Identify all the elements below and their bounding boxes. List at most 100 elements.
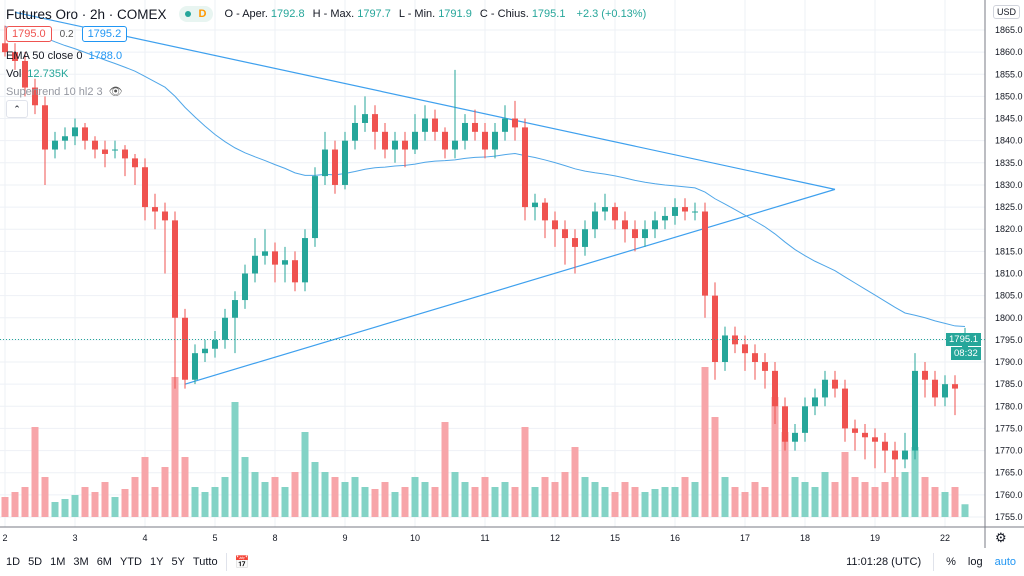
candle-body (602, 207, 608, 212)
time-tick: 19 (870, 533, 880, 543)
goto-date-icon[interactable]: 📅 (234, 555, 250, 569)
range-5y[interactable]: 5Y (171, 556, 185, 568)
price-chart[interactable]: 1865.01860.01855.01850.01845.01840.01835… (0, 0, 1024, 548)
percent-toggle[interactable]: % (946, 556, 956, 568)
ema-legend[interactable]: EMA 50 close 0 1788.0 (6, 50, 122, 62)
volume-bar (101, 482, 109, 517)
range-3m[interactable]: 3M (73, 556, 89, 568)
supertrend-legend[interactable]: Supertrend 10 hl2 3 👁 (6, 85, 123, 99)
volume-bar (1, 497, 9, 517)
volume-bar (241, 457, 249, 517)
range-ytd[interactable]: YTD (119, 556, 142, 568)
candle-body (152, 207, 158, 212)
candle-body (532, 202, 538, 208)
candle-body (42, 105, 48, 150)
volume-bar (301, 432, 309, 517)
volume-bar (41, 477, 49, 517)
candle-body (272, 251, 278, 265)
low-label: L - Min. (398, 8, 436, 20)
range-1m[interactable]: 1M (50, 556, 66, 568)
price-tick: 1830.0 (995, 180, 1023, 190)
volume-bar (451, 472, 459, 517)
range-5d[interactable]: 5D (28, 556, 43, 568)
clock[interactable]: 11:01:28 (UTC) (846, 556, 922, 568)
volume-bar (501, 482, 509, 517)
candle-body (482, 131, 488, 150)
volume-bar (261, 482, 269, 517)
price-tick: 1805.0 (995, 291, 1023, 301)
price-tick: 1780.0 (995, 401, 1023, 411)
volume-bar (251, 472, 259, 517)
candle-body (742, 344, 748, 354)
candle-body (262, 251, 268, 256)
hidden-eye-icon[interactable]: 👁 (108, 86, 123, 98)
change-value: +2.3 (+0.13%) (576, 8, 647, 20)
volume-bar (531, 487, 539, 517)
time-tick: 8 (272, 533, 277, 543)
volume-bar (201, 492, 209, 517)
candle-body (212, 339, 218, 349)
chart-header: Futures Oro · 2h · COMEX D O - Aper. 1792… (6, 6, 651, 22)
market-status-badge[interactable]: D (178, 6, 213, 22)
candle-body (592, 211, 598, 230)
candle-body (32, 87, 38, 106)
range-tutto[interactable]: Tutto (192, 556, 218, 568)
candle-body (442, 131, 448, 150)
delay-letter: D (198, 8, 207, 20)
volume-bar (591, 482, 599, 517)
price-tick: 1845.0 (995, 114, 1023, 124)
candle-body (562, 229, 568, 239)
low-value: 1791.9 (438, 8, 472, 20)
volume-bar (961, 504, 969, 517)
candle-body (82, 127, 88, 141)
volume-bar (851, 477, 859, 517)
volume-bar (861, 482, 869, 517)
last-price-tag: 1795.1 (946, 333, 982, 346)
candle-body (402, 140, 408, 150)
candle-body (132, 158, 138, 168)
volume-bar (641, 492, 649, 517)
candle-body (952, 384, 958, 389)
volume-bar (661, 487, 669, 517)
price-tick: 1755.0 (995, 512, 1023, 522)
buy-button[interactable]: 1795.2 (81, 26, 128, 42)
sell-button[interactable]: 1795.0 (6, 26, 52, 42)
volume-legend[interactable]: Vol 12.735K (6, 68, 68, 80)
candle-body (452, 140, 458, 150)
volume-bar (571, 447, 579, 517)
volume-bar (141, 457, 149, 517)
range-1y[interactable]: 1Y (149, 556, 164, 568)
volume-bar (31, 427, 39, 517)
high-value: 1797.7 (357, 8, 391, 20)
candle-body (612, 207, 618, 221)
volume-bar (51, 502, 59, 517)
candle-body (342, 140, 348, 185)
auto-toggle[interactable]: auto (994, 556, 1016, 568)
time-tick: 2 (2, 533, 7, 543)
candle-body (662, 215, 668, 221)
price-tick: 1800.0 (995, 313, 1023, 323)
collapse-legend-button[interactable]: ⌃ (6, 100, 28, 118)
volume-bar (271, 477, 279, 517)
time-tick: 12 (550, 533, 560, 543)
trade-buttons: 1795.0 0.2 1795.2 (6, 26, 128, 42)
settings-gear-icon[interactable]: ⚙ (995, 530, 1007, 545)
currency-label[interactable]: USD (993, 5, 1021, 19)
range-6m[interactable]: 6M (96, 556, 112, 568)
volume-bar (161, 467, 169, 517)
range-1d[interactable]: 1D (6, 556, 21, 568)
volume-bar (471, 487, 479, 517)
volume-bar (281, 487, 289, 517)
ema-label: EMA 50 close 0 (6, 50, 83, 62)
candle-body (682, 207, 688, 212)
volume-bar (821, 472, 829, 517)
candle-body (232, 300, 238, 318)
symbol-title[interactable]: Futures Oro · 2h · COMEX (6, 6, 167, 22)
vol-value: 12.735K (27, 68, 69, 80)
candle-body (422, 118, 428, 132)
candle-body (432, 118, 438, 132)
log-toggle[interactable]: log (967, 556, 983, 568)
time-tick: 4 (142, 533, 147, 543)
price-tick: 1850.0 (995, 91, 1023, 101)
candle-body (872, 437, 878, 442)
